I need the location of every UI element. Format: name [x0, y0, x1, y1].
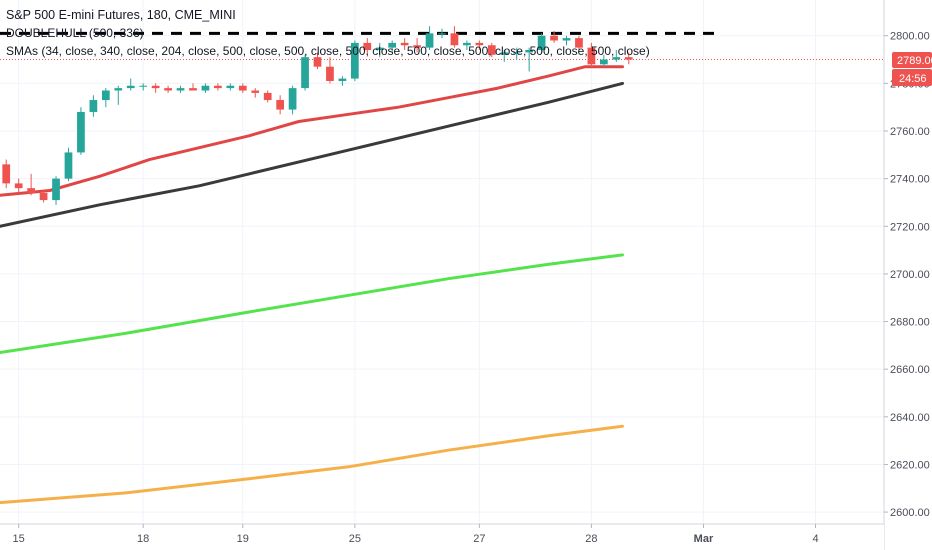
- candle-body: [151, 85, 160, 89]
- price-axis[interactable]: 2600.00 2620.00 2640.00 2660.00 2680.00 2700.…: [884, 31, 930, 519]
- candle-body: [201, 85, 210, 91]
- candle-body: [550, 35, 558, 41]
- y-tick-label: 2680.00: [890, 317, 930, 329]
- candle-body: [537, 35, 546, 51]
- price-tags: 2789.00 24:56: [892, 52, 932, 86]
- candle-body: [500, 52, 509, 55]
- candle-body: [487, 45, 496, 55]
- candle-body: [438, 33, 446, 35]
- candle-body: [276, 100, 285, 110]
- time-axis-bg: [0, 524, 884, 550]
- candle-body: [126, 85, 135, 89]
- candle-body: [612, 57, 621, 60]
- sma340-line: [0, 81, 624, 228]
- y-tick-label: 2600.00: [890, 507, 930, 519]
- last-price-tag-bg: [892, 52, 932, 68]
- candle-body: [375, 47, 384, 51]
- candle-body: [214, 85, 222, 89]
- x-tick-label: 18: [137, 533, 149, 545]
- time-axis[interactable]: 15 18 19 25 27 28 Mar 4: [13, 524, 819, 545]
- candle-body: [587, 47, 596, 65]
- candle-body: [288, 88, 297, 110]
- candle-body: [525, 50, 534, 53]
- candle-body: [226, 85, 235, 89]
- candle-body: [251, 90, 260, 93]
- candle-body: [77, 111, 85, 153]
- y-tick-label: 2640.00: [890, 412, 930, 424]
- candle-body: [512, 52, 521, 54]
- x-tick-label: 25: [349, 533, 361, 545]
- y-tick-label: 2720.00: [890, 221, 930, 233]
- candle-body: [599, 59, 608, 65]
- candle-body: [338, 78, 347, 81]
- x-tick-label: 27: [473, 533, 485, 545]
- candle-body: [164, 88, 172, 91]
- candle-body: [52, 178, 60, 201]
- candle-body: [14, 183, 23, 189]
- sma34-line: [0, 65, 624, 197]
- y-tick-label: 2740.00: [890, 174, 930, 186]
- smas-legend[interactable]: SMAs (34, close, 340, close, 204, close,…: [6, 44, 650, 58]
- candle-body: [413, 45, 421, 48]
- y-tick-label: 2700.00: [890, 269, 930, 281]
- x-tick-label: 15: [13, 533, 25, 545]
- countdown-tag-bg: [892, 69, 932, 86]
- x-tick-label: 19: [237, 533, 249, 545]
- candle-body: [114, 88, 123, 91]
- sma-green-line: [0, 253, 624, 354]
- x-tick-label: 28: [585, 533, 597, 545]
- candle-body: [400, 42, 409, 46]
- candles: [2, 26, 633, 205]
- candle-body: [139, 85, 148, 87]
- candle-body: [475, 42, 484, 46]
- candle-body: [89, 100, 98, 112]
- candle-body: [363, 42, 372, 51]
- candle-body: [388, 42, 397, 48]
- candle-body: [39, 192, 48, 201]
- candle-body: [425, 33, 434, 48]
- candle-body: [176, 88, 185, 91]
- candle-body: [189, 88, 197, 91]
- symbol-legend[interactable]: S&P 500 E-mini Futures, 180, CME_MINI: [6, 8, 236, 22]
- candle-body: [313, 57, 322, 67]
- countdown-tag: 24:56: [899, 73, 927, 85]
- candle-body: [238, 85, 247, 91]
- y-tick-label: 2620.00: [890, 459, 930, 471]
- candle-body: [562, 38, 571, 41]
- candle-body: [450, 33, 459, 46]
- y-tick-label: 2800.00: [890, 31, 930, 43]
- x-tick-label: Mar: [694, 533, 714, 545]
- candle-body: [350, 42, 359, 79]
- price-axis-bg: [884, 0, 932, 550]
- sma-orange-line: [0, 424, 624, 505]
- candle-body: [27, 188, 35, 193]
- last-price-tag: 2789.00: [897, 55, 932, 67]
- y-tick-label: 2660.00: [890, 364, 930, 376]
- x-tick-label: 4: [812, 533, 818, 545]
- y-tick-label: 2760.00: [890, 126, 930, 138]
- candle-body: [2, 164, 11, 184]
- candle-body: [624, 57, 633, 60]
- grid: [0, 0, 884, 524]
- sma-lines: [0, 59, 884, 505]
- candle-body: [101, 90, 110, 101]
- candle-body: [263, 92, 272, 101]
- doublehull-legend[interactable]: DOUBLEHULL (500, 336): [6, 26, 144, 40]
- candle-body: [301, 57, 309, 89]
- candle-body: [326, 66, 334, 81]
- candle-body: [575, 38, 583, 48]
- candle-body: [463, 42, 471, 46]
- candle-body: [64, 152, 73, 179]
